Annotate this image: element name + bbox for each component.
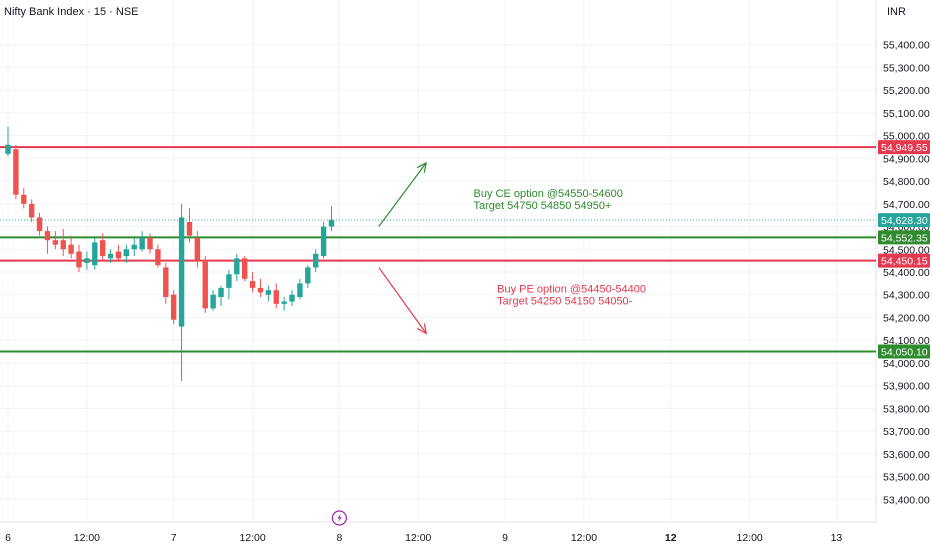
y-tick-label: 55,400.00 [883, 40, 930, 52]
currency-label: INR [887, 6, 906, 18]
candle-body [13, 149, 19, 195]
candle-body [155, 249, 161, 266]
x-tick-label: 12 [665, 532, 677, 544]
candle-body [273, 290, 279, 304]
candle-body [218, 287, 224, 297]
level-price-tag-label: 54,050.10 [881, 347, 928, 359]
y-tick-label: 54,000.00 [883, 358, 930, 370]
y-tick-label: 55,100.00 [883, 108, 930, 120]
level-price-tag-label: 54,552.35 [881, 232, 928, 244]
candle-body [313, 253, 319, 268]
candle-body [194, 237, 201, 261]
level-price-tag-support [878, 344, 930, 359]
annotation-arrow-sell [378, 267, 427, 334]
annotation-text-sell: Buy PE option @54450-54400 [497, 283, 646, 295]
x-tick-label: 13 [831, 532, 843, 544]
candle-body [99, 240, 106, 257]
y-tick-label: 55,000.00 [883, 131, 930, 143]
candle-body [178, 217, 185, 327]
candle-body [202, 260, 208, 309]
candle-body [297, 283, 303, 297]
level-price-tag-label: 54,450.15 [881, 256, 928, 268]
y-tick-label: 53,900.00 [883, 381, 930, 393]
y-tick-label: 55,300.00 [883, 62, 930, 74]
y-tick-label: 54,300.00 [883, 290, 930, 302]
y-tick-label: 54,200.00 [883, 312, 930, 324]
candle-body [281, 301, 287, 304]
candle-body [44, 231, 51, 241]
annotation-arrow-buy [378, 162, 427, 227]
candle-body [21, 194, 27, 204]
x-tick-label: 12:00 [405, 532, 431, 544]
y-tick-label: 54,900.00 [883, 153, 930, 165]
x-tick-label: 8 [336, 532, 342, 544]
level-price-tag-label: 54,949.55 [881, 142, 928, 154]
y-tick-label: 53,600.00 [883, 449, 930, 461]
level-price-tag-resistance [878, 140, 930, 155]
candle-body [210, 294, 216, 309]
x-tick-label: 12:00 [239, 532, 265, 544]
y-tick-label: 53,800.00 [883, 403, 930, 415]
candle-body [92, 242, 98, 266]
candle-body [186, 222, 193, 236]
y-tick-label: 54,400.00 [883, 267, 930, 279]
x-tick-label: 12:00 [737, 532, 763, 544]
annotation-text-buy: Target 54750 54850 54950+ [474, 200, 612, 212]
y-tick-label: 54,800.00 [883, 176, 930, 188]
candle-body [28, 203, 35, 218]
y-tick-label: 54,500.00 [883, 244, 930, 256]
x-tick-label: 12:00 [571, 532, 597, 544]
y-tick-label: 54,700.00 [883, 199, 930, 211]
annotation-text-buy: Buy CE option @54550-54600 [474, 188, 623, 200]
last-price-tag [878, 213, 930, 228]
y-tick-label: 54,100.00 [883, 335, 930, 347]
candle-body [60, 240, 66, 250]
candle-body [249, 281, 256, 288]
level-price-tag-resistance [878, 253, 930, 268]
y-tick-label: 53,400.00 [883, 494, 930, 506]
annotation-arrowhead-buy [417, 161, 427, 173]
candle-body [139, 237, 145, 250]
y-tick-label: 53,500.00 [883, 472, 930, 484]
candle-body [68, 244, 74, 254]
candle-body [257, 287, 264, 293]
candle-body [123, 249, 130, 257]
candle-body [328, 219, 335, 227]
x-tick-label: 12:00 [74, 532, 100, 544]
annotation-arrowhead-sell [417, 323, 427, 335]
annotation-text-sell: Target 54250 54150 54050- [497, 295, 633, 307]
lightning-bolt-shape [337, 513, 342, 523]
level-price-tag-support [878, 230, 930, 245]
candle-body [131, 244, 137, 250]
candle-body [226, 274, 232, 288]
candle-body [5, 144, 11, 154]
candle-body [36, 217, 43, 232]
y-tick-label: 55,200.00 [883, 85, 930, 97]
candle-body [115, 251, 122, 259]
candle-body [234, 258, 240, 275]
candle-body [107, 253, 114, 259]
x-tick-label: 6 [5, 532, 11, 544]
x-tick-label: 7 [171, 532, 177, 544]
candle-body [170, 294, 177, 320]
last-price-tag-label: 54,628.30 [881, 215, 928, 227]
candle-body [289, 294, 295, 302]
y-tick-label: 53,700.00 [883, 426, 930, 438]
candle-body [84, 258, 90, 263]
candle-body [52, 240, 59, 245]
candle-body [163, 267, 169, 297]
x-tick-label: 9 [502, 532, 508, 544]
candle-body [241, 258, 248, 279]
candle-body [265, 290, 272, 295]
chart-title: Nifty Bank Index · 15 · NSE [4, 6, 139, 18]
candle-body [76, 251, 82, 268]
candle-body [147, 237, 153, 250]
candle-body [305, 267, 311, 284]
candle-body [320, 226, 327, 257]
